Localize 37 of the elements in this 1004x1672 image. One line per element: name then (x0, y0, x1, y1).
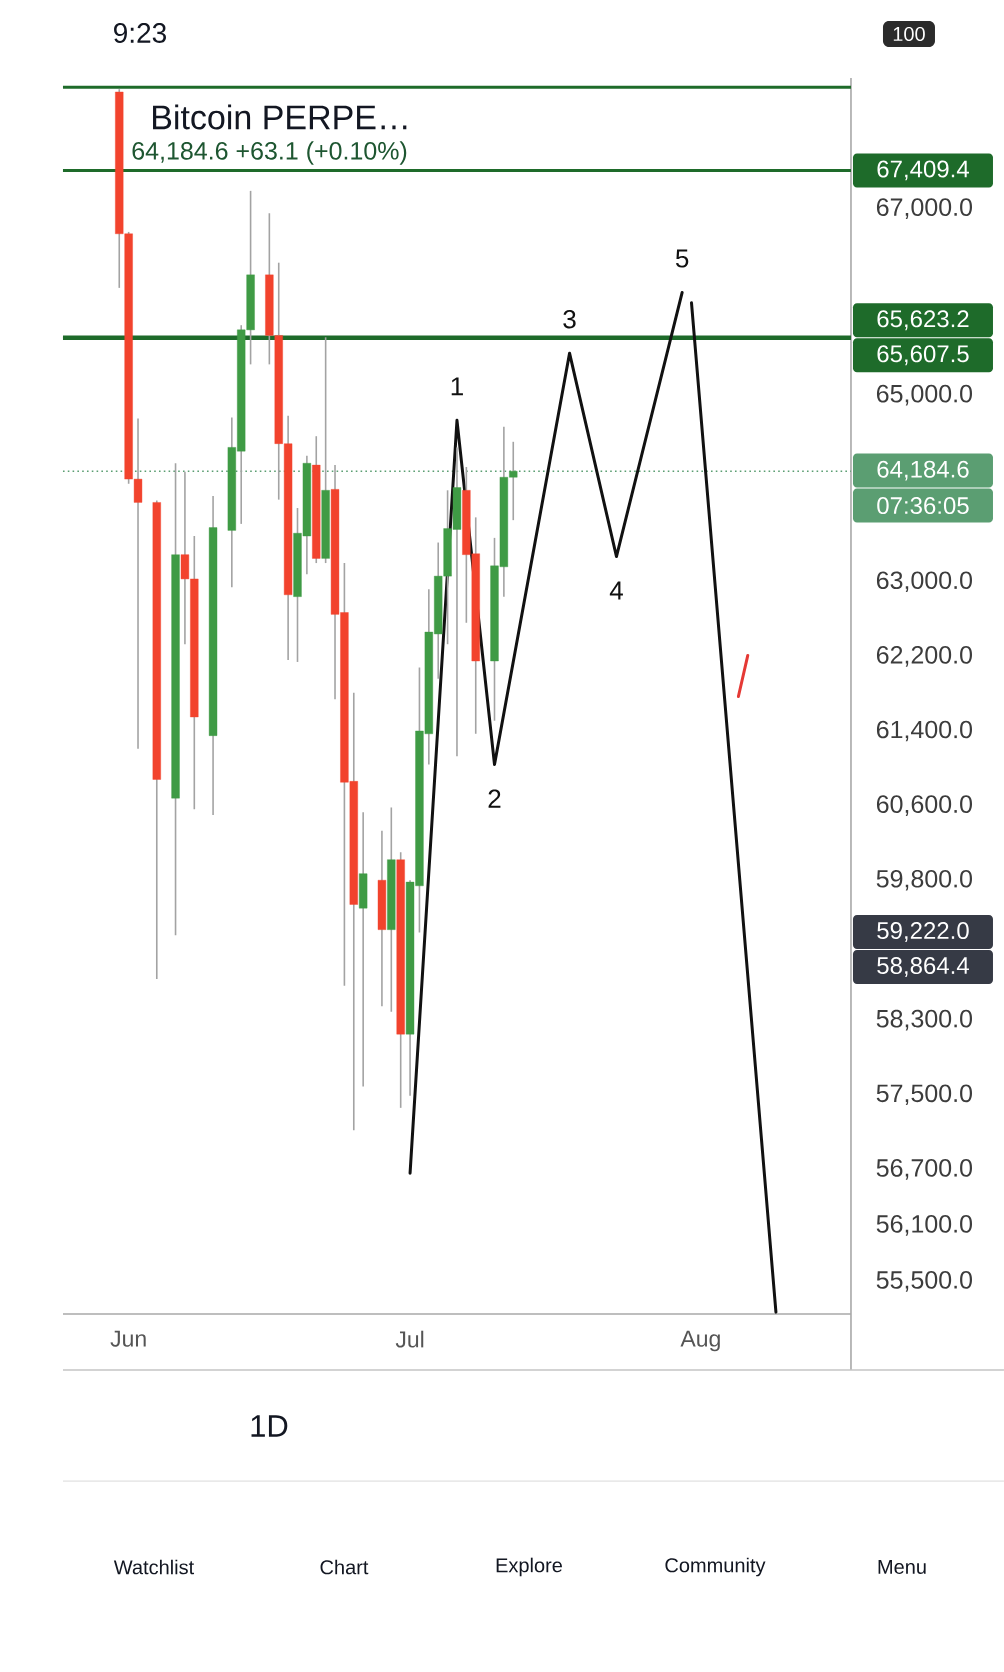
y-tick-label: 60,600.0 (876, 795, 973, 816)
text: 07:36:05 (877, 497, 969, 515)
y-tick-label: 62,200.0 (876, 646, 973, 667)
annotation: 2 (488, 789, 501, 808)
ref-line-label: 65,607.5 (877, 345, 969, 366)
x-tick-label: Jun (110, 1330, 146, 1347)
text: Community (665, 1557, 766, 1577)
ref-line-label: 64,184.6 (877, 460, 969, 481)
annotation: 3 (563, 309, 576, 329)
text: Explore (496, 1557, 562, 1577)
text: 1D (251, 1415, 288, 1437)
y-tick-label: 63,000.0 (876, 571, 973, 593)
y-tick-label: 65,000.0 (876, 384, 973, 406)
text: 100 (893, 26, 925, 42)
text: 59,222.0 (877, 922, 969, 942)
y-tick-label: 67,000.0 (876, 198, 973, 219)
x-tick-label: Aug (680, 1330, 720, 1352)
ref-line-label: 67,409.4 (877, 160, 969, 181)
y-tick-label: 58,300.0 (876, 1009, 973, 1031)
y-tick-label: 61,400.0 (876, 720, 973, 742)
y-tick-label: 57,500.0 (876, 1084, 973, 1106)
text: Menu (878, 1560, 926, 1574)
text: 9:23 (114, 23, 167, 43)
annotation: 1 (451, 377, 463, 396)
text: 64,184.6 +63.1 (+0.10%) (132, 141, 407, 165)
text: Chart (320, 1559, 369, 1575)
annotation: 4 (609, 581, 623, 600)
y-tick-label: 59,800.0 (876, 869, 973, 891)
text: Watchlist (113, 1559, 195, 1575)
text: 58,864.4 (877, 957, 969, 977)
y-tick-label: 56,700.0 (876, 1159, 973, 1180)
ref-line-label: 65,623.2 (877, 310, 969, 331)
x-tick-label: Jul (395, 1330, 424, 1348)
y-tick-label: 56,100.0 (876, 1215, 973, 1236)
annotation: 5 (675, 249, 689, 268)
y-tick-label: 55,500.0 (876, 1271, 973, 1292)
text: Bitcoin PERPE… (153, 104, 407, 130)
